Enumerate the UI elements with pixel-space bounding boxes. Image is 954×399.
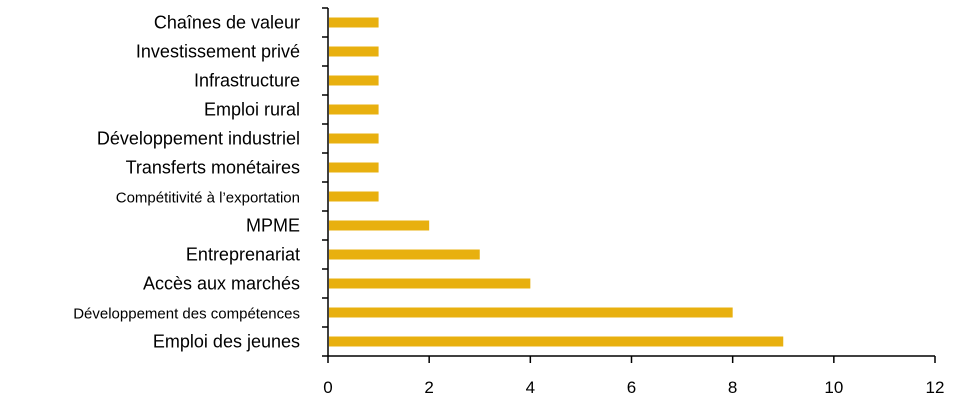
x-tick-label: 12 [926, 378, 945, 397]
bar [329, 104, 379, 115]
x-tick-label: 2 [424, 378, 433, 397]
bar [329, 162, 379, 173]
x-tick-label: 10 [824, 378, 843, 397]
category-label: Entreprenariat [186, 245, 300, 265]
category-label: Développement industriel [97, 129, 300, 149]
x-tick-label: 6 [627, 378, 636, 397]
bar [329, 336, 784, 347]
category-label: Infrastructure [194, 71, 300, 91]
bar [329, 249, 480, 260]
bar [329, 133, 379, 144]
category-label: Emploi des jeunes [153, 332, 300, 352]
bar [329, 17, 379, 28]
category-label: Emploi rural [204, 100, 300, 120]
category-label: Investissement privé [136, 42, 300, 62]
x-tick-label: 4 [526, 378, 535, 397]
category-label: Compétitivité à l’exportation [116, 190, 300, 207]
bar [329, 307, 733, 318]
bar [329, 191, 379, 202]
bar [329, 220, 430, 231]
category-label: Accès aux marchés [143, 274, 300, 294]
x-tick-label: 8 [728, 378, 737, 397]
bar [329, 278, 531, 289]
bar [329, 46, 379, 57]
bar [329, 75, 379, 86]
x-tick-label: 0 [323, 378, 332, 397]
category-label: MPME [246, 216, 300, 236]
category-label: Transferts monétaires [126, 158, 300, 178]
category-label: Développement des compétences [73, 306, 300, 323]
category-label: Chaînes de valeur [154, 13, 300, 33]
